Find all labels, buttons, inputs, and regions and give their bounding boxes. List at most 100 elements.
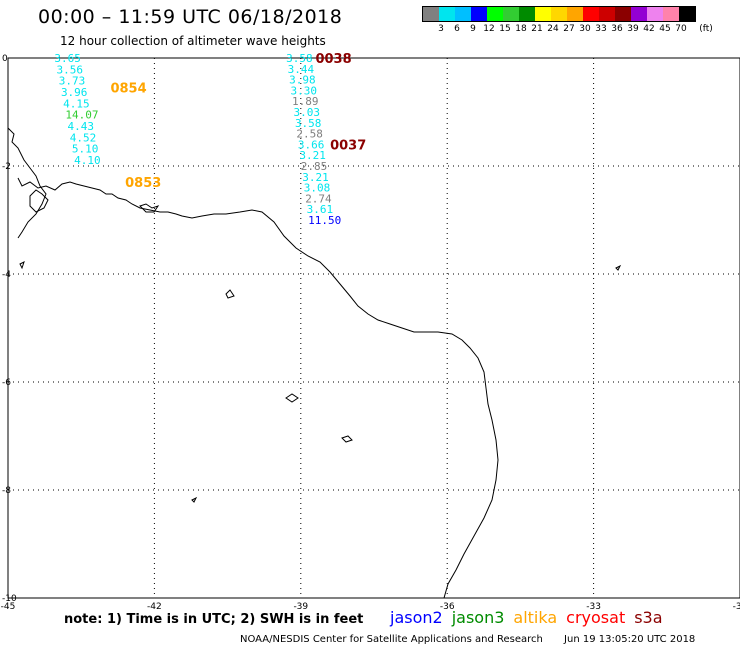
color-scale-tick: 42 [643,24,655,34]
color-swatch [471,7,487,21]
x-tick-label: -33 [586,602,601,612]
legend-item: altika [513,608,558,627]
x-tick-label: -42 [147,602,162,612]
wave-height-label: 3.21 [299,149,326,162]
wave-height-label: 3.08 [304,182,331,195]
wave-height-label: 3.44 [288,63,315,76]
wave-height-label: 5.10 [72,143,99,156]
wave-height-label: 2.74 [305,192,332,205]
legend-item: jason2 [390,608,443,627]
coastline-bay [7,127,47,239]
coastline-mainland [17,177,499,599]
wave-height-tracks: 3.653.563.733.964.1514.074.434.525.104.1… [54,52,341,227]
x-tick-label: -30 [733,602,740,612]
island-reef-c [139,203,160,213]
wave-height-label: 3.56 [57,63,84,76]
wave-height-label: 3.21 [302,171,329,184]
legend-item: cryosat [566,608,626,627]
color-swatch [535,7,551,21]
wave-height-label: 3.96 [61,86,87,99]
island-small-south [191,496,198,503]
wave-height-label: 3.61 [307,203,334,216]
y-tick-label: 0 [2,54,8,64]
y-tick-label: -4 [2,270,11,280]
wave-height-label: 3.65 [54,52,81,65]
map-title: 00:00 – 11:59 UTC 06/18/2018 [38,6,343,28]
wave-height-label: 3.98 [289,74,316,87]
credit-timestamp: Jun 19 13:05:20 UTC 2018 [564,634,696,645]
color-swatch [631,7,647,21]
color-swatch [439,7,455,21]
color-swatch [663,7,679,21]
y-tick-label: -10 [2,594,17,604]
color-scale-tick: 45 [659,24,671,34]
satellite-legend: jason2 jason3 altika cryosat s3a [390,608,672,627]
time-labels: 0038 0854 0037 0853 [110,52,366,191]
wave-height-label: 3.30 [291,84,318,97]
time-label: 0037 [330,138,366,153]
credit-line: NOAA/NESDIS Center for Satellite Applica… [240,634,713,645]
color-scale-tick: 39 [627,24,639,34]
grid-lines [8,58,740,598]
color-scale-tick: 36 [611,24,623,34]
wave-height-label: 3.66 [298,138,325,151]
island-small-north [19,261,25,270]
y-tick-label: -2 [2,162,11,172]
y-tick-label: -6 [2,378,11,388]
legend-item: s3a [634,608,663,627]
wave-height-label: 3.58 [295,117,322,130]
time-label: 0853 [125,176,161,191]
color-scale-unit: (ft) [699,24,713,34]
color-scale-tick: 15 [499,24,511,34]
color-swatch [551,7,567,21]
map-subtitle: 12 hour collection of altimeter wave hei… [60,34,326,48]
color-scale-tick: 30 [579,24,591,34]
color-swatch [615,7,631,21]
color-scale-tick: 6 [454,24,460,34]
color-swatch [423,7,439,21]
wave-height-label: 4.43 [68,120,95,133]
color-swatch [599,7,615,21]
color-swatch [583,7,599,21]
units-note: note: 1) Time is in UTC; 2) SWH is in fe… [64,612,364,627]
color-swatch [567,7,583,21]
island-rocas [225,289,235,299]
map-frame [7,57,740,599]
wave-height-label: 2.58 [296,128,323,141]
color-swatch [487,7,503,21]
wave-height-label: 14.07 [65,109,98,122]
color-scale-bar [422,6,696,22]
axis-tick-labels: -45 -42 -39 -36 -33 -30 0 -2 -4 -6 -8 -10 [1,54,740,612]
color-scale-labels: 3 6 9 12 15 18 21 24 27 30 33 36 39 42 45 70 (ft) [422,24,740,36]
credit-org: NOAA/NESDIS Center for Satellite Applica… [240,634,543,645]
coastline [7,127,622,599]
time-label: 0854 [110,82,146,97]
island-reef-a [285,393,299,403]
color-scale-tick: 27 [563,24,575,34]
color-scale-tick: 9 [470,24,476,34]
color-scale-tick: 21 [531,24,543,34]
y-tick-label: -8 [2,486,11,496]
x-tick-label: -36 [440,602,455,612]
color-scale-tick: 70 [675,24,687,34]
color-swatch [647,7,663,21]
wave-height-label: 2.85 [301,160,328,173]
color-swatch [455,7,471,21]
legend-item: jason3 [451,608,505,627]
wave-height-label: 1.89 [292,95,319,108]
island-marajo [29,189,49,213]
color-swatch [503,7,519,21]
color-scale-tick: 3 [438,24,444,34]
wave-height-label: 11.50 [308,214,341,227]
color-scale-tick: 33 [595,24,607,34]
wave-height-label: 4.15 [63,97,89,110]
color-scale-tick: 24 [547,24,559,34]
color-scale-tick: 12 [483,24,495,34]
wave-height-label: 3.73 [59,75,86,88]
island-fernando [615,264,622,271]
wave-height-label: 3.58 [286,52,313,65]
color-swatch [519,7,535,21]
color-swatch [679,7,695,21]
x-tick-label: -39 [293,602,308,612]
